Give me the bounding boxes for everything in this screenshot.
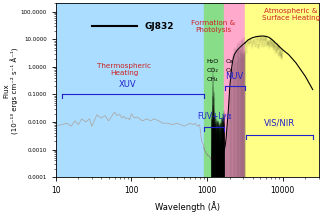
- Text: O₃: O₃: [225, 68, 233, 73]
- Text: NUV: NUV: [225, 72, 243, 80]
- Text: CO₂: CO₂: [206, 68, 218, 73]
- Bar: [204, 3, 224, 177]
- Text: H₂O: H₂O: [206, 59, 218, 64]
- Text: FUV+Lyα: FUV+Lyα: [197, 112, 231, 121]
- Bar: [245, 3, 319, 177]
- Text: CH₄: CH₄: [206, 77, 218, 82]
- Bar: [56, 3, 204, 177]
- Text: XUV: XUV: [119, 80, 137, 89]
- Text: Atmospheric &
Surface Heating: Atmospheric & Surface Heating: [262, 8, 320, 21]
- Y-axis label: Flux
(10⁻¹³ ergs cm⁻² s⁻¹ Å⁻¹): Flux (10⁻¹³ ergs cm⁻² s⁻¹ Å⁻¹): [4, 47, 19, 134]
- Bar: [224, 3, 245, 177]
- Text: Thermospheric
Heating: Thermospheric Heating: [97, 63, 151, 76]
- Text: O₂: O₂: [225, 59, 233, 64]
- Text: GJ832: GJ832: [145, 22, 174, 31]
- Text: Formation &
Photolysis: Formation & Photolysis: [191, 20, 235, 33]
- Text: VIS/NIR: VIS/NIR: [264, 118, 295, 127]
- X-axis label: Wavelength (Å): Wavelength (Å): [155, 201, 220, 212]
